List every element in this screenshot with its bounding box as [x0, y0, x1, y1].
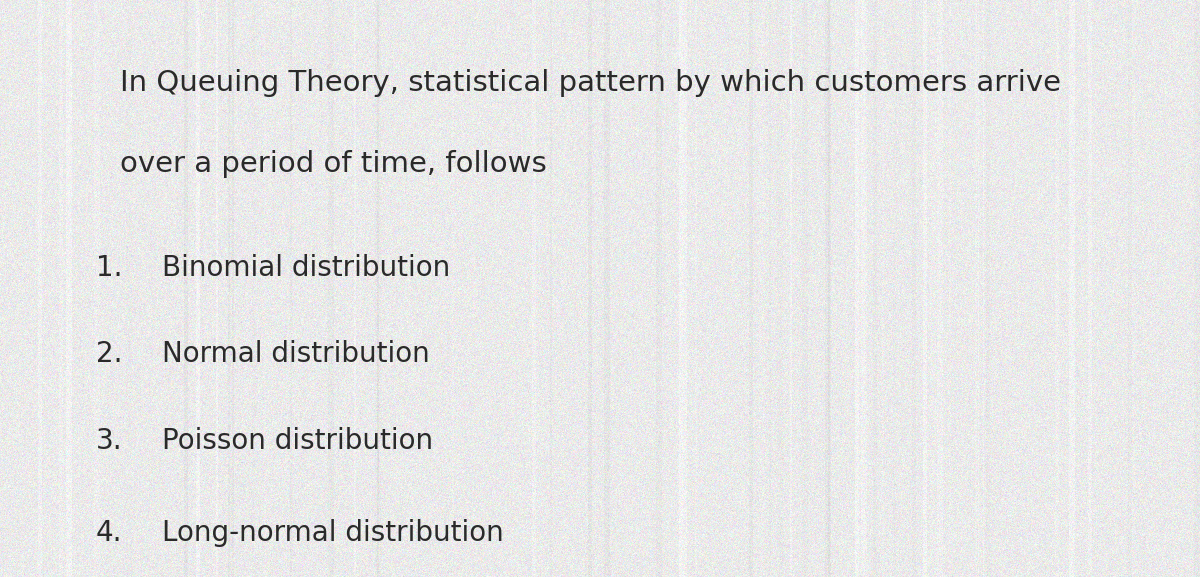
Text: 2.: 2.: [96, 340, 122, 369]
Text: over a period of time, follows: over a period of time, follows: [120, 150, 547, 178]
Text: Binomial distribution: Binomial distribution: [162, 254, 450, 282]
Text: 1.: 1.: [96, 254, 122, 282]
Text: 4.: 4.: [96, 519, 122, 548]
Text: In Queuing Theory, statistical pattern by which customers arrive: In Queuing Theory, statistical pattern b…: [120, 69, 1061, 98]
Text: Poisson distribution: Poisson distribution: [162, 427, 433, 455]
Text: Normal distribution: Normal distribution: [162, 340, 430, 369]
Text: Long-normal distribution: Long-normal distribution: [162, 519, 504, 548]
Text: 3.: 3.: [96, 427, 122, 455]
